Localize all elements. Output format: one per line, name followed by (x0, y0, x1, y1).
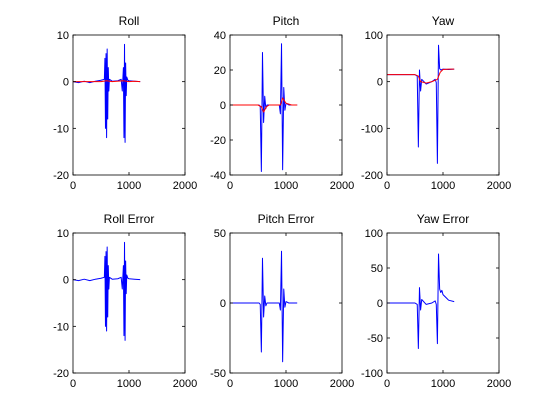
y-tick-label: -100 (361, 368, 383, 380)
y-tick-label: 50 (371, 263, 383, 275)
y-tick-label: 20 (214, 65, 226, 77)
series-line-1 (230, 250, 298, 363)
x-tick-label: 1000 (431, 180, 455, 192)
x-tick-label: 0 (384, 378, 390, 390)
y-tick-label: 100 (365, 228, 383, 240)
y-tick-label: -10 (53, 321, 69, 333)
axes-box (72, 232, 186, 374)
y-tick-label: -20 (53, 170, 69, 182)
chart-title: Roll (119, 14, 140, 28)
chart-title: Yaw Error (417, 212, 469, 226)
y-tick-label: 0 (63, 275, 69, 287)
x-tick-label: 2000 (487, 378, 511, 390)
chart-title: Yaw (432, 14, 455, 28)
x-tick-label: 0 (70, 378, 76, 390)
series-line-1 (230, 43, 298, 172)
x-tick-label: 2000 (330, 378, 354, 390)
x-tick-label: 1000 (274, 180, 298, 192)
subplot-6: Yaw Error 0 1000 2000 100 50 0 -50 -100 (361, 212, 511, 390)
axes-box (72, 34, 186, 176)
y-tick-label: -50 (367, 333, 383, 345)
x-tick-label: 0 (70, 180, 76, 192)
series-line-2 (387, 68, 455, 84)
y-tick-label: -200 (361, 170, 383, 182)
y-tick-label: -10 (53, 123, 69, 135)
y-tick-label: -20 (53, 368, 69, 380)
subplot-1: Roll 0 1000 2000 10 0 -10 -20 (53, 14, 197, 192)
y-tick-label: 0 (377, 77, 383, 89)
chart-title: Pitch Error (258, 212, 315, 226)
chart-title: Roll Error (104, 212, 155, 226)
x-tick-label: 2000 (487, 180, 511, 192)
y-tick-label: -100 (361, 123, 383, 135)
y-tick-label: 0 (377, 298, 383, 310)
x-tick-label: 0 (384, 180, 390, 192)
subplot-2: Pitch 0 1000 2000 40 20 0 -20 -40 (210, 14, 354, 192)
chart-title: Pitch (273, 14, 300, 28)
x-tick-label: 1000 (431, 378, 455, 390)
series-line-2 (230, 97, 298, 113)
y-tick-label: 100 (365, 30, 383, 42)
x-tick-label: 2000 (330, 180, 354, 192)
series-line-2 (73, 80, 141, 83)
y-tick-label: 0 (220, 100, 226, 112)
series-line-1 (387, 253, 455, 349)
subplot-4: Roll Error 0 1000 2000 10 0 -10 -20 (53, 212, 197, 390)
series-line-1 (73, 43, 141, 143)
axes-box (386, 34, 500, 176)
y-tick-label: 0 (220, 298, 226, 310)
x-tick-label: 2000 (173, 378, 197, 390)
x-tick-label: 1000 (117, 378, 141, 390)
y-tick-label: -20 (210, 135, 226, 147)
y-tick-label: 10 (57, 228, 69, 240)
x-tick-label: 0 (227, 180, 233, 192)
y-tick-label: -40 (210, 170, 226, 182)
x-tick-label: 0 (227, 378, 233, 390)
series-line-1 (387, 44, 455, 164)
x-tick-label: 1000 (274, 378, 298, 390)
x-tick-label: 2000 (173, 180, 197, 192)
y-tick-label: 40 (214, 30, 226, 42)
y-tick-label: 50 (214, 228, 226, 240)
series-line-1 (73, 241, 141, 341)
x-tick-label: 1000 (117, 180, 141, 192)
y-tick-label: 10 (57, 30, 69, 42)
y-tick-label: -50 (210, 368, 226, 380)
y-tick-label: 0 (63, 77, 69, 89)
